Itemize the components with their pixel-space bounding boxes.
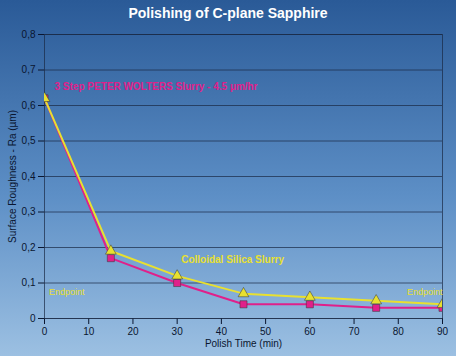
svg-text:20: 20 <box>127 326 139 337</box>
svg-text:0,3: 0,3 <box>22 206 36 217</box>
svg-text:40: 40 <box>216 326 228 337</box>
svg-text:0,5: 0,5 <box>22 135 36 146</box>
svg-text:60: 60 <box>304 326 316 337</box>
svg-text:0: 0 <box>30 313 36 324</box>
svg-text:0,8: 0,8 <box>22 29 36 40</box>
svg-text:50: 50 <box>260 326 272 337</box>
svg-text:Endpoint: Endpoint <box>49 287 85 297</box>
svg-text:0,1: 0,1 <box>22 277 36 288</box>
svg-text:0,7: 0,7 <box>22 64 36 75</box>
svg-text:10: 10 <box>83 326 95 337</box>
svg-text:0: 0 <box>42 326 48 337</box>
svg-text:30: 30 <box>172 326 184 337</box>
svg-text:3 Step PETER WOLTERS Slurry -: 3 Step PETER WOLTERS Slurry - 4.5 µm/hr <box>55 81 258 92</box>
svg-text:Polish Time (min): Polish Time (min) <box>205 338 282 349</box>
svg-text:Colloidal Silica Slurry: Colloidal Silica Slurry <box>181 254 284 265</box>
svg-text:0,6: 0,6 <box>22 100 36 111</box>
svg-text:80: 80 <box>393 326 405 337</box>
svg-text:Endpoint: Endpoint <box>407 287 443 297</box>
svg-text:Surface Roughness - Ra (µm): Surface Roughness - Ra (µm) <box>7 110 18 243</box>
svg-text:0,4: 0,4 <box>22 171 36 182</box>
html-text:Polishing of C-plane Sapphire: Polishing of C-plane Sapphire <box>128 5 328 21</box>
svg-text:70: 70 <box>348 326 360 337</box>
svg-text:90: 90 <box>437 326 449 337</box>
svg-text:0,2: 0,2 <box>22 242 36 253</box>
